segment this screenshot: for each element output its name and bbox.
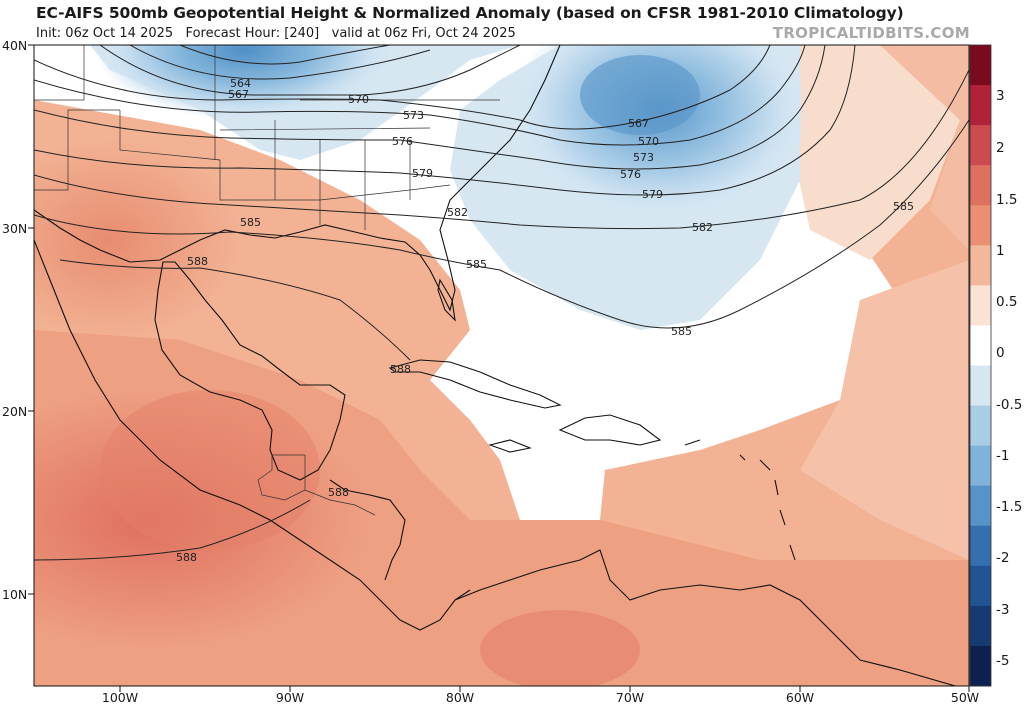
watermark: TROPICALTIDBITS.COM [772, 24, 970, 42]
map-subtitle: Init: 06z Oct 14 2025 Forecast Hour: [24… [36, 26, 516, 41]
colorbar-label: -1 [996, 448, 1010, 464]
lon-label: 100W [101, 690, 139, 705]
colorbar-swatch [970, 45, 991, 86]
colorbar-swatch [970, 525, 991, 567]
colorbar-swatch [970, 285, 991, 326]
colorbar-swatch [970, 85, 991, 126]
contour-label: 585 [671, 325, 692, 338]
height-contours [34, 45, 969, 561]
axis-ticks [28, 44, 970, 692]
colorbar-label: -5 [996, 653, 1010, 669]
colorbar-swatch [970, 205, 991, 246]
lon-label: 70W [615, 690, 645, 705]
colorbar-label: -0.5 [996, 397, 1023, 413]
contour-label: 567 [228, 88, 249, 101]
contour-label: 573 [403, 109, 424, 122]
contour-label: 579 [412, 167, 433, 180]
lat-label: 40N [2, 38, 28, 53]
contour-label: 579 [642, 188, 663, 201]
contour-label: 567 [628, 117, 649, 130]
anomaly-field [34, 45, 969, 686]
colorbar-swatch [970, 165, 991, 206]
colorbar-swatch [970, 245, 991, 286]
lon-label: 60W [785, 690, 815, 705]
lon-label: 80W [445, 690, 475, 705]
contour-label: 570 [638, 135, 659, 148]
colorbar-swatch [970, 325, 991, 366]
coastlines [34, 45, 958, 686]
state-borders [34, 45, 500, 516]
contour-label: 588 [390, 363, 411, 376]
lat-label: 10N [2, 587, 28, 602]
colorbar-label: 1 [996, 243, 1005, 259]
contour-label: 576 [620, 168, 641, 181]
contour-label: 585 [893, 200, 914, 213]
lon-label: 50W [950, 690, 980, 705]
contour-label: 573 [633, 151, 654, 164]
colorbar-swatch [970, 445, 991, 487]
colorbar [970, 45, 991, 687]
colorbar-swatch [970, 645, 991, 687]
colorbar-swatch [970, 605, 991, 647]
colorbar-label: -3 [996, 602, 1010, 618]
colorbar-swatch [970, 485, 991, 527]
contour-labels: 564 567 570 573 576 579 582 585 585 588 … [176, 77, 914, 564]
map-frame [33, 44, 970, 687]
colorbar-swatch [970, 565, 991, 607]
contour-label: 588 [187, 255, 208, 268]
colorbar-label: -2 [996, 550, 1010, 566]
lat-label: 30N [2, 221, 28, 236]
colorbar-swatch [970, 365, 991, 407]
lat-label: 20N [2, 404, 28, 419]
contour-label: 582 [447, 206, 468, 219]
contour-label: 585 [240, 216, 261, 229]
contour-label: 585 [466, 258, 487, 271]
colorbar-label: 3 [996, 88, 1005, 104]
colorbar-swatch [970, 125, 991, 166]
contour-label: 588 [176, 551, 197, 564]
contour-label: 582 [692, 221, 713, 234]
colorbar-label: 1.5 [996, 192, 1018, 208]
contour-label: 588 [328, 486, 349, 499]
contour-label: 570 [348, 93, 369, 106]
colorbar-label: -1.5 [996, 499, 1023, 515]
map-title: EC-AIFS 500mb Geopotential Height & Norm… [36, 4, 904, 22]
contour-label: 564 [230, 77, 251, 90]
colorbar-label: 0.5 [996, 294, 1018, 310]
colorbar-swatch [970, 405, 991, 447]
lon-label: 90W [275, 690, 305, 705]
colorbar-frame [969, 44, 992, 687]
colorbar-label: 2 [996, 140, 1005, 156]
contour-label: 576 [392, 135, 413, 148]
colorbar-label: 0 [996, 345, 1005, 361]
